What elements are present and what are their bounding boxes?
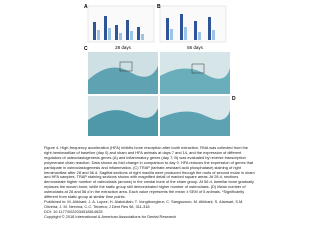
caption-block: Figure 4. High-frequency acceleration (H… <box>44 145 256 220</box>
panel-label: B <box>157 4 161 10</box>
citation: Published in: M. Alikhani; J. A. Lopez; … <box>44 198 244 209</box>
panel-label: C <box>84 46 88 52</box>
time-label: 56 days <box>187 45 204 50</box>
time-label: 28 days <box>115 45 132 50</box>
panel-a-charts <box>87 5 155 43</box>
page: A B C D 28 days 56 days Figure 4. High-f… <box>44 4 256 220</box>
panel-label: A <box>84 4 88 10</box>
panel-label: D <box>232 96 236 102</box>
copyright: Copyright © 2018 International & America… <box>44 213 177 219</box>
panel-c-images <box>88 52 230 136</box>
panel-b-charts <box>159 5 227 43</box>
caption: Figure 4. High-frequency acceleration (H… <box>44 145 255 200</box>
doi: DOI: 10.1177/0022034518814625 <box>44 208 103 214</box>
figure: A B C D 28 days 56 days <box>84 4 236 136</box>
